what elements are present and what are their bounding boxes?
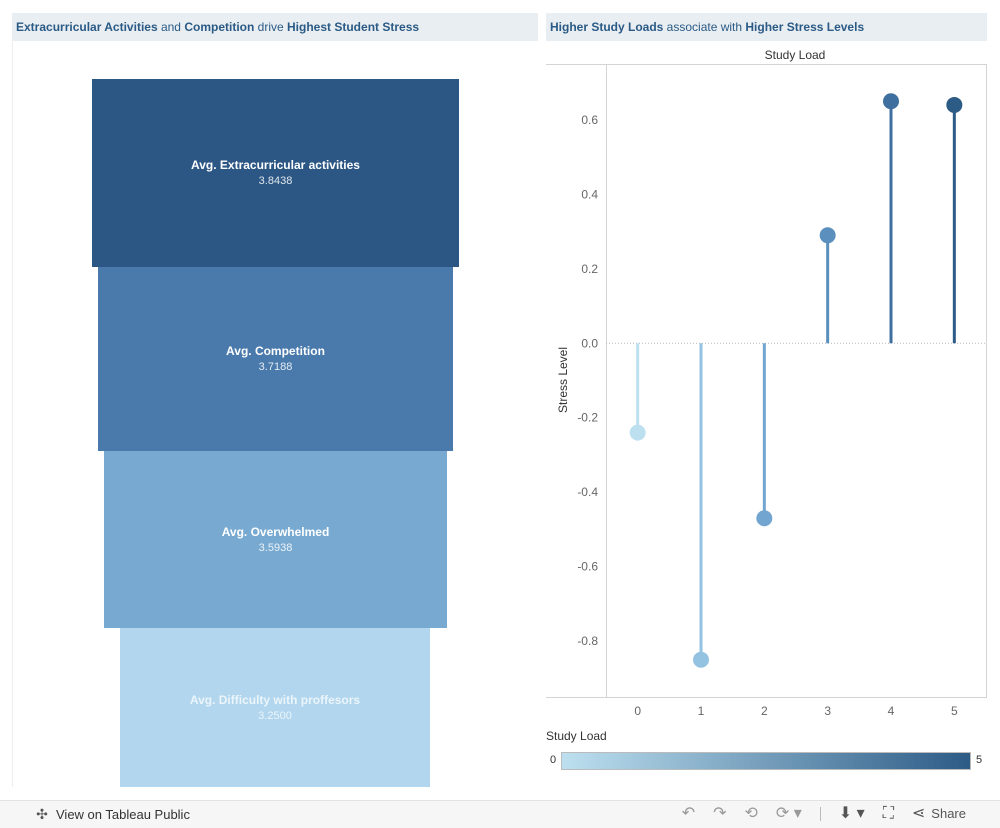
x-tick-label: 4 (888, 704, 895, 718)
view-on-tableau-label: View on Tableau Public (56, 806, 190, 822)
title-part: Competition (184, 20, 255, 34)
refresh-icon[interactable]: ⟳ ▾ (775, 805, 802, 822)
x-axis-title: Study Load (765, 48, 826, 62)
data-point[interactable] (883, 93, 899, 110)
title-part: Higher Study Loads (550, 20, 664, 34)
panel-divider (12, 41, 13, 787)
y-tick-label: 0.2 (581, 262, 598, 276)
legend-max: 5 (976, 754, 983, 766)
funnel-value: 3.7188 (258, 361, 293, 373)
x-tick-label: 2 (761, 704, 768, 718)
revert-icon[interactable]: ⟲ (744, 805, 758, 822)
data-point[interactable] (693, 651, 709, 668)
data-point[interactable] (819, 227, 836, 244)
title-part: Higher Stress Levels (745, 20, 865, 34)
y-tick-label: -0.6 (577, 560, 598, 574)
share-icon: ⋖ (911, 805, 926, 822)
tableau-logo-icon: ✣ (36, 806, 48, 822)
x-tick-label: 5 (951, 704, 958, 718)
y-tick-label: 0.0 (581, 336, 598, 350)
funnel-label: Avg. Competition (226, 344, 325, 358)
funnel-block-extracurricular[interactable]: Avg. Extracurricular activities 3.8438 (92, 79, 459, 267)
legend-min: 0 (550, 754, 557, 766)
funnel-value: 3.2500 (258, 709, 292, 722)
x-tick-label: 3 (824, 704, 831, 718)
title-part: associate with (663, 20, 746, 34)
toolbar-actions: ↶ ↷ ⟲ ⟳ ▾ ⬇ ▾ ⛶ ⋖ Share (682, 805, 966, 823)
tableau-toolbar: ✣ View on Tableau Public ↶ ↷ ⟲ ⟳ ▾ ⬇ ▾ ⛶… (0, 800, 1000, 828)
legend-title: Study Load (546, 729, 607, 743)
lollipop-chart-title: Higher Study Loads associate with Higher… (546, 13, 987, 41)
y-tick-label: 0.6 (581, 113, 598, 127)
data-point[interactable] (629, 424, 646, 441)
title-part: Highest Student Stress (287, 20, 420, 34)
funnel-value: 3.5938 (258, 541, 293, 554)
color-legend-gradient (561, 752, 971, 770)
title-part: and (157, 20, 185, 34)
download-icon[interactable]: ⬇ ▾ (838, 805, 865, 822)
view-on-tableau-link[interactable]: ✣ View on Tableau Public (34, 806, 190, 822)
fullscreen-icon[interactable]: ⛶ (882, 805, 894, 822)
toolbar-separator (819, 807, 821, 821)
undo-icon[interactable]: ↶ (681, 805, 696, 822)
x-ticks: 0 1 2 3 4 5 (634, 704, 958, 718)
y-tick-label: -0.8 (577, 634, 598, 648)
stems (636, 101, 956, 660)
y-tick-label: 0.4 (581, 187, 598, 201)
y-ticks: 0.6 0.4 0.2 0.0 -0.2 -0.4 -0.6 -0.8 (577, 113, 598, 648)
y-axis-title: Stress Level (556, 347, 570, 413)
x-tick-label: 0 (634, 704, 641, 718)
y-tick-label: -0.4 (577, 485, 598, 499)
share-label: Share (931, 806, 966, 821)
lollipop-chart: Study Load Stress Level 0.6 0.4 0.2 0.0 -0.2… (546, 48, 987, 718)
title-part: Extracurricular Activities (16, 20, 158, 34)
funnel-chart-title: Extracurricular Activities and Competiti… (12, 13, 538, 41)
data-point[interactable] (946, 96, 963, 113)
points (629, 93, 963, 668)
funnel-block-overwhelmed[interactable]: Avg. Overwhelmed 3.5938 (104, 451, 447, 628)
title-part: drive (254, 20, 288, 34)
funnel-label: Avg. Overwhelmed (221, 524, 330, 539)
x-tick-label: 1 (698, 704, 705, 718)
funnel-label: Avg. Extracurricular activities (191, 158, 360, 172)
data-point[interactable] (756, 510, 773, 527)
funnel-label: Avg. Difficulty with proffesors (189, 692, 361, 707)
y-tick-label: -0.2 (577, 411, 598, 425)
funnel-block-difficulty[interactable]: Avg. Difficulty with proffesors 3.2500 (120, 628, 430, 787)
redo-icon[interactable]: ↷ (713, 805, 727, 822)
funnel-block-competition[interactable]: Avg. Competition 3.7188 (98, 267, 453, 451)
funnel-value: 3.8438 (258, 175, 293, 187)
share-button[interactable]: ⋖ Share (912, 805, 966, 823)
